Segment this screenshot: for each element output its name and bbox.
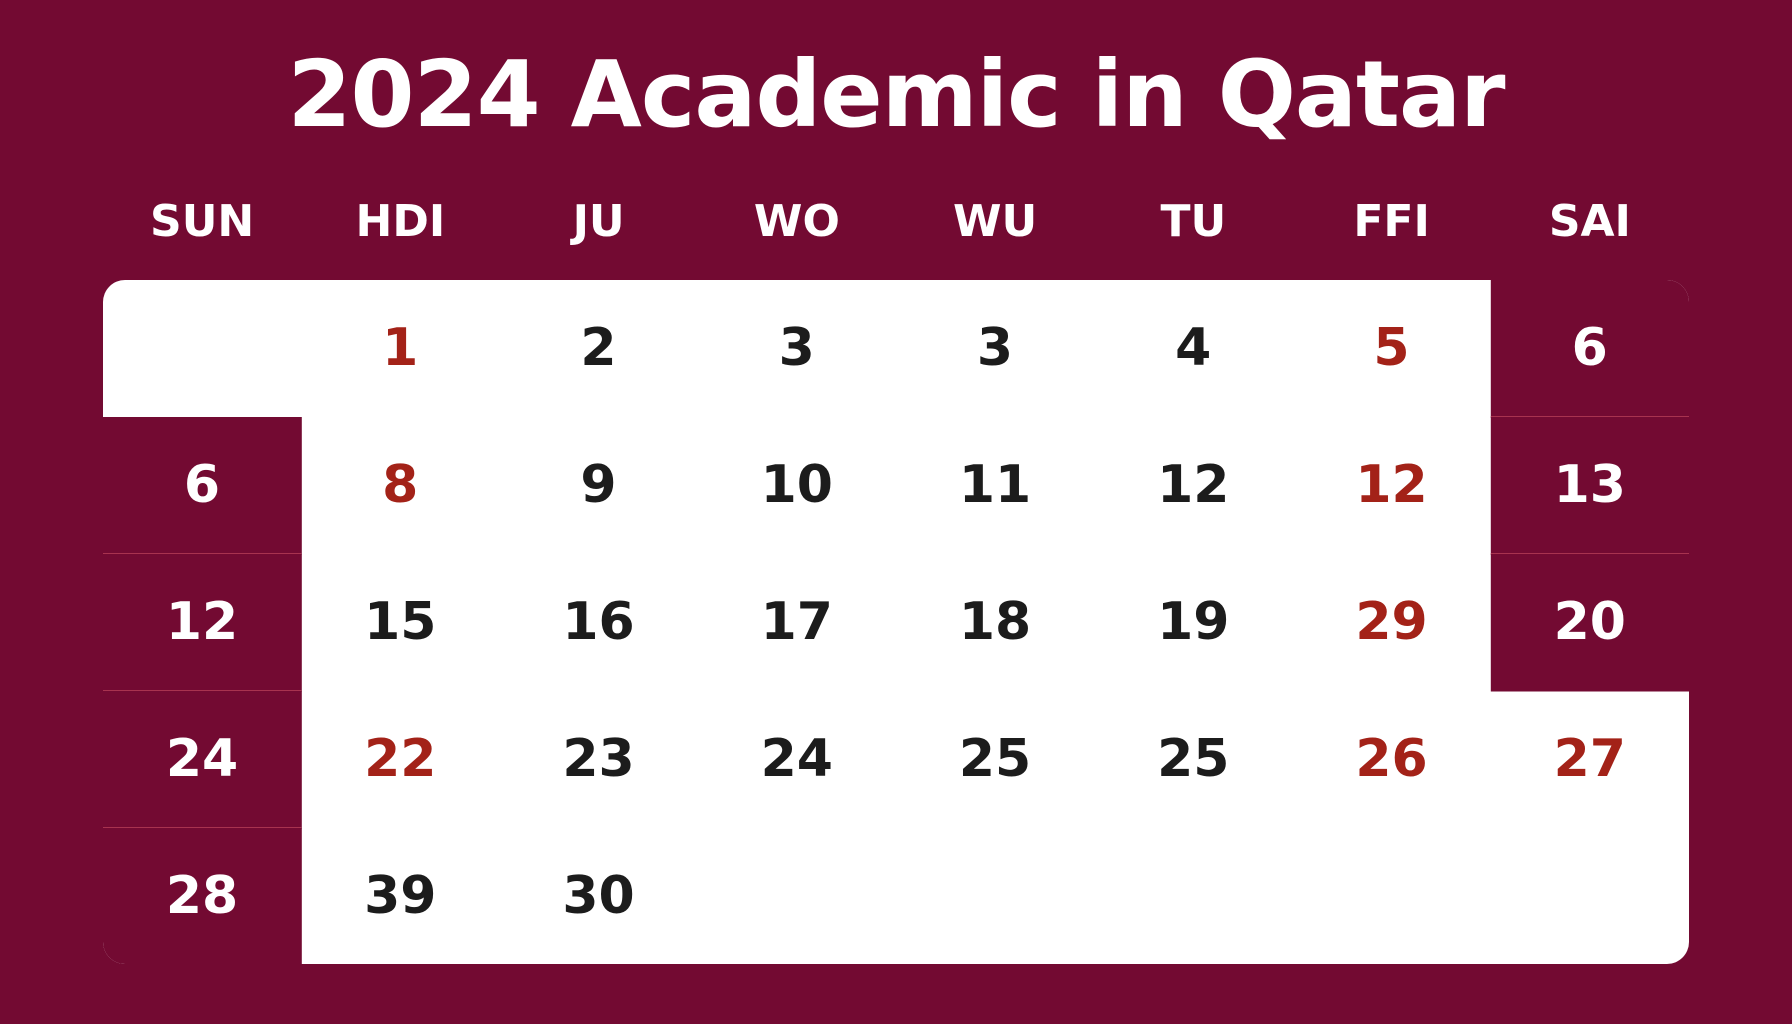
weekday-wo: WO [753,196,840,247]
day-cell[interactable]: 8 [382,455,419,515]
weekday-tu: TU [1160,196,1227,247]
weekday-ffi: FFI [1353,196,1430,247]
day-cell[interactable]: 25 [958,729,1032,789]
day-cell[interactable]: 19 [1157,592,1230,652]
day-cell[interactable]: 39 [364,866,437,926]
maroon-cell-r2-c7 [1490,554,1689,692]
day-cell[interactable]: 1 [382,318,419,378]
day-cell[interactable]: 18 [958,592,1032,652]
maroon-cell-r1-c0 [103,417,302,555]
day-cell[interactable]: 17 [760,592,833,652]
day-cell[interactable]: 2 [580,318,617,378]
day-cell[interactable]: 6 [183,455,221,515]
day-cell[interactable]: 5 [1373,318,1410,378]
day-cell[interactable]: 23 [562,729,635,789]
day-cell[interactable]: 12 [1157,455,1230,515]
weekday-hdi: HDI [355,196,446,247]
day-cell[interactable]: 27 [1553,729,1626,789]
weekday-sai: SAI [1548,196,1631,247]
day-cell[interactable]: 4 [1175,318,1212,378]
day-cell[interactable]: 20 [1553,592,1626,652]
calendar-highlight-layer [103,280,1689,964]
day-cell[interactable]: 12 [165,592,239,652]
day-cell[interactable]: 13 [1553,455,1626,515]
calendar-title: 2024 Academic in Qatar [287,41,1506,148]
day-cell[interactable]: 10 [760,455,833,515]
day-cell[interactable]: 29 [1355,592,1428,652]
maroon-cell-r4-c0 [103,828,302,964]
day-cell[interactable]: 28 [165,866,239,926]
maroon-cell-r0-c7 [1490,280,1689,418]
day-cell[interactable]: 30 [562,866,635,926]
maroon-cell-r2-c0 [103,554,302,692]
day-cell[interactable]: 25 [1157,729,1230,789]
day-cell[interactable]: 26 [1355,729,1428,789]
weekday-wu: WU [952,196,1038,247]
day-cell[interactable]: 16 [562,592,635,652]
calendar-grid: 1 2 3 3 4 5 6 6 8 9 10 11 12 12 13 12 15 16 17 18 19 29 20 24 22… [103,280,1689,964]
day-cell[interactable]: 15 [364,592,437,652]
day-cell[interactable]: 9 [580,455,617,515]
day-cell[interactable]: 6 [1571,318,1608,378]
day-cell[interactable]: 3 [976,318,1014,378]
weekday-ju: JU [572,196,625,247]
maroon-cell-r1-c7 [1490,417,1689,555]
maroon-cell-r3-c0 [103,691,302,829]
day-cell[interactable]: 3 [778,318,815,378]
day-cell[interactable]: 24 [165,729,239,789]
day-cell[interactable]: 12 [1355,455,1428,515]
day-cell[interactable]: 22 [364,729,437,789]
day-cell[interactable]: 11 [958,455,1032,515]
day-cell[interactable]: 24 [760,729,833,789]
weekday-sun: SUN [150,196,255,247]
